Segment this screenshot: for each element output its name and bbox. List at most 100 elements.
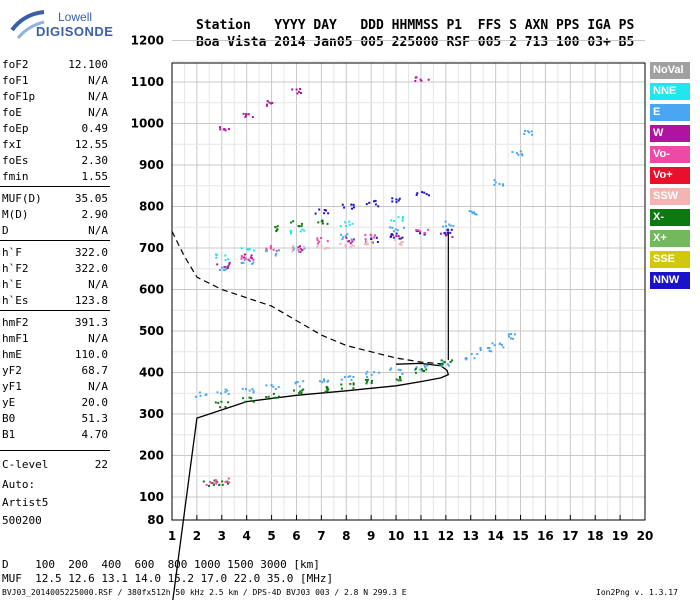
data-point xyxy=(523,132,526,135)
data-point xyxy=(350,203,353,206)
data-point xyxy=(366,243,369,246)
data-point xyxy=(344,235,347,237)
auto-code: 500200 xyxy=(2,514,42,527)
data-point xyxy=(344,245,347,248)
data-point xyxy=(493,183,496,186)
data-point xyxy=(224,268,227,271)
data-point xyxy=(427,228,430,231)
digisonde-logo: Lowell DIGISONDE xyxy=(8,6,118,46)
data-point xyxy=(247,113,250,116)
logo-text-digisonde: DIGISONDE xyxy=(36,24,114,39)
data-point xyxy=(397,199,400,202)
data-point xyxy=(215,480,218,483)
data-point xyxy=(298,249,301,252)
data-point xyxy=(510,333,513,335)
data-point xyxy=(272,385,275,388)
data-point xyxy=(493,344,496,347)
data-point xyxy=(216,391,219,394)
x-tick-label: 11 xyxy=(413,529,430,543)
param-name: D xyxy=(2,224,9,237)
data-point xyxy=(275,230,278,233)
data-point xyxy=(420,368,423,371)
data-point xyxy=(449,231,452,234)
data-point xyxy=(194,395,197,398)
param-row: MUF(D) 35.05 xyxy=(2,192,108,208)
legend-item: NoVal xyxy=(650,62,690,79)
param-value: 51.3 xyxy=(81,412,109,425)
x-tick-label: 13 xyxy=(462,529,479,543)
data-point xyxy=(423,370,425,372)
data-point xyxy=(442,360,445,363)
data-point xyxy=(265,396,268,398)
data-point xyxy=(300,222,303,225)
data-point xyxy=(395,235,398,238)
data-point xyxy=(440,359,443,362)
data-point xyxy=(222,268,225,271)
data-point xyxy=(213,479,216,482)
data-point xyxy=(516,152,518,155)
param-name: M(D) xyxy=(2,208,29,221)
data-point xyxy=(451,359,453,362)
y-tick-label: 80 xyxy=(147,513,164,527)
data-point xyxy=(325,387,328,390)
data-point xyxy=(224,129,227,132)
data-point xyxy=(300,92,302,94)
param-name: B1 xyxy=(2,428,16,441)
data-point xyxy=(318,240,321,243)
data-point xyxy=(507,333,510,336)
data-point xyxy=(325,209,327,212)
data-point xyxy=(401,241,404,243)
data-point xyxy=(397,368,400,371)
data-point xyxy=(511,337,514,340)
data-point xyxy=(427,194,430,197)
data-point xyxy=(397,379,400,382)
y-tick-label: 1200 xyxy=(131,34,164,48)
data-point xyxy=(277,386,280,389)
data-point xyxy=(395,201,398,204)
param-row: yF2 68.7 xyxy=(2,364,108,380)
data-point xyxy=(488,347,491,349)
data-point xyxy=(397,235,400,238)
data-point xyxy=(375,236,378,239)
auto-label: Auto: xyxy=(2,478,36,491)
data-point xyxy=(292,220,295,223)
data-point xyxy=(448,223,451,226)
data-point xyxy=(270,247,273,250)
data-point xyxy=(351,222,354,225)
data-point xyxy=(215,482,218,485)
data-point xyxy=(349,245,352,248)
legend-item: Vo- xyxy=(650,146,690,163)
param-name: foF1p xyxy=(2,90,36,103)
param-value: 2.30 xyxy=(81,154,109,167)
data-point xyxy=(374,199,377,202)
logo-text-lowell: Lowell xyxy=(58,10,93,24)
data-point xyxy=(473,213,476,215)
data-point xyxy=(374,234,376,237)
data-point xyxy=(218,483,221,486)
data-point xyxy=(248,248,251,250)
data-point xyxy=(323,212,326,215)
data-point xyxy=(502,346,505,349)
data-point xyxy=(244,116,247,118)
data-point xyxy=(366,380,369,383)
data-point xyxy=(274,226,277,229)
data-point xyxy=(298,385,301,388)
param-name: hmF2 xyxy=(2,316,29,329)
data-point xyxy=(470,353,473,356)
data-point xyxy=(352,382,355,385)
param-row: hmF1 N/A xyxy=(2,332,108,348)
data-point xyxy=(423,231,426,234)
x-tick-label: 7 xyxy=(317,529,325,543)
data-point xyxy=(376,241,379,243)
param-value: 35.05 xyxy=(74,192,108,205)
data-point xyxy=(296,380,299,383)
data-point xyxy=(501,343,503,346)
data-point xyxy=(324,390,327,393)
data-point xyxy=(369,233,372,236)
data-point xyxy=(350,238,353,241)
data-point xyxy=(447,228,450,231)
chart-points xyxy=(194,76,534,487)
data-point xyxy=(415,229,418,231)
data-point xyxy=(365,382,368,385)
data-point xyxy=(342,236,345,239)
